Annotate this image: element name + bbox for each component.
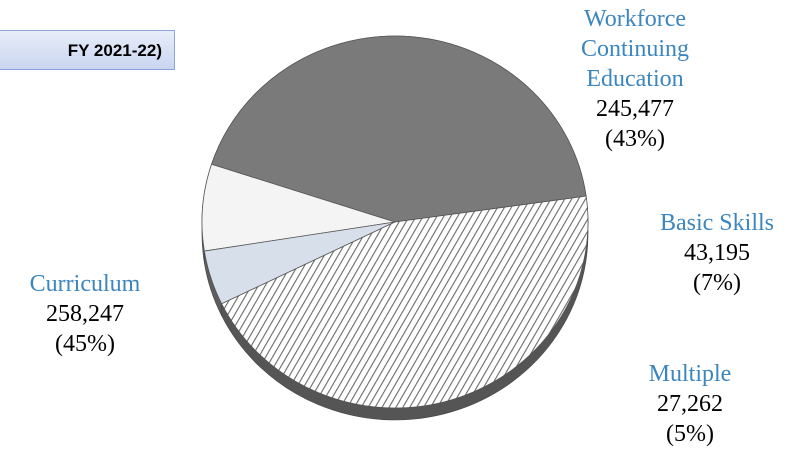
slice-value-workforce: 245,477 [596, 96, 674, 122]
pie-slice-workforce [211, 35, 587, 223]
slice-value-multiple: 27,262 [657, 391, 723, 417]
slice-percent-multiple: (5%) [666, 421, 714, 447]
slice-label-workforce: Workforce Continuing Education 245,477 (… [545, 4, 725, 154]
pie-slices [201, 35, 589, 409]
chart-title-box: FY 2021-22) [0, 30, 175, 70]
slice-percent-curriculum: (45%) [55, 331, 115, 357]
slice-label-basic-skills: Basic Skills 43,195 (7%) [637, 208, 797, 298]
slice-percent-basic-skills: (7%) [693, 270, 741, 296]
slice-value-basic-skills: 43,195 [684, 240, 750, 266]
slice-name-curriculum: Curriculum [29, 271, 141, 297]
chart-title: FY 2021-22) [67, 41, 162, 60]
pie-slice-curriculum [221, 195, 589, 409]
slice-name-multiple: Multiple [648, 361, 732, 387]
slice-value-curriculum: 258,247 [46, 301, 124, 327]
slice-name-basic-skills: Basic Skills [659, 210, 774, 236]
slice-label-curriculum: Curriculum 258,247 (45%) [5, 269, 165, 359]
slice-label-multiple: Multiple 27,262 (5%) [620, 359, 760, 449]
slice-percent-workforce: (43%) [605, 126, 665, 152]
slice-name-workforce: Workforce Continuing Education [580, 6, 689, 92]
